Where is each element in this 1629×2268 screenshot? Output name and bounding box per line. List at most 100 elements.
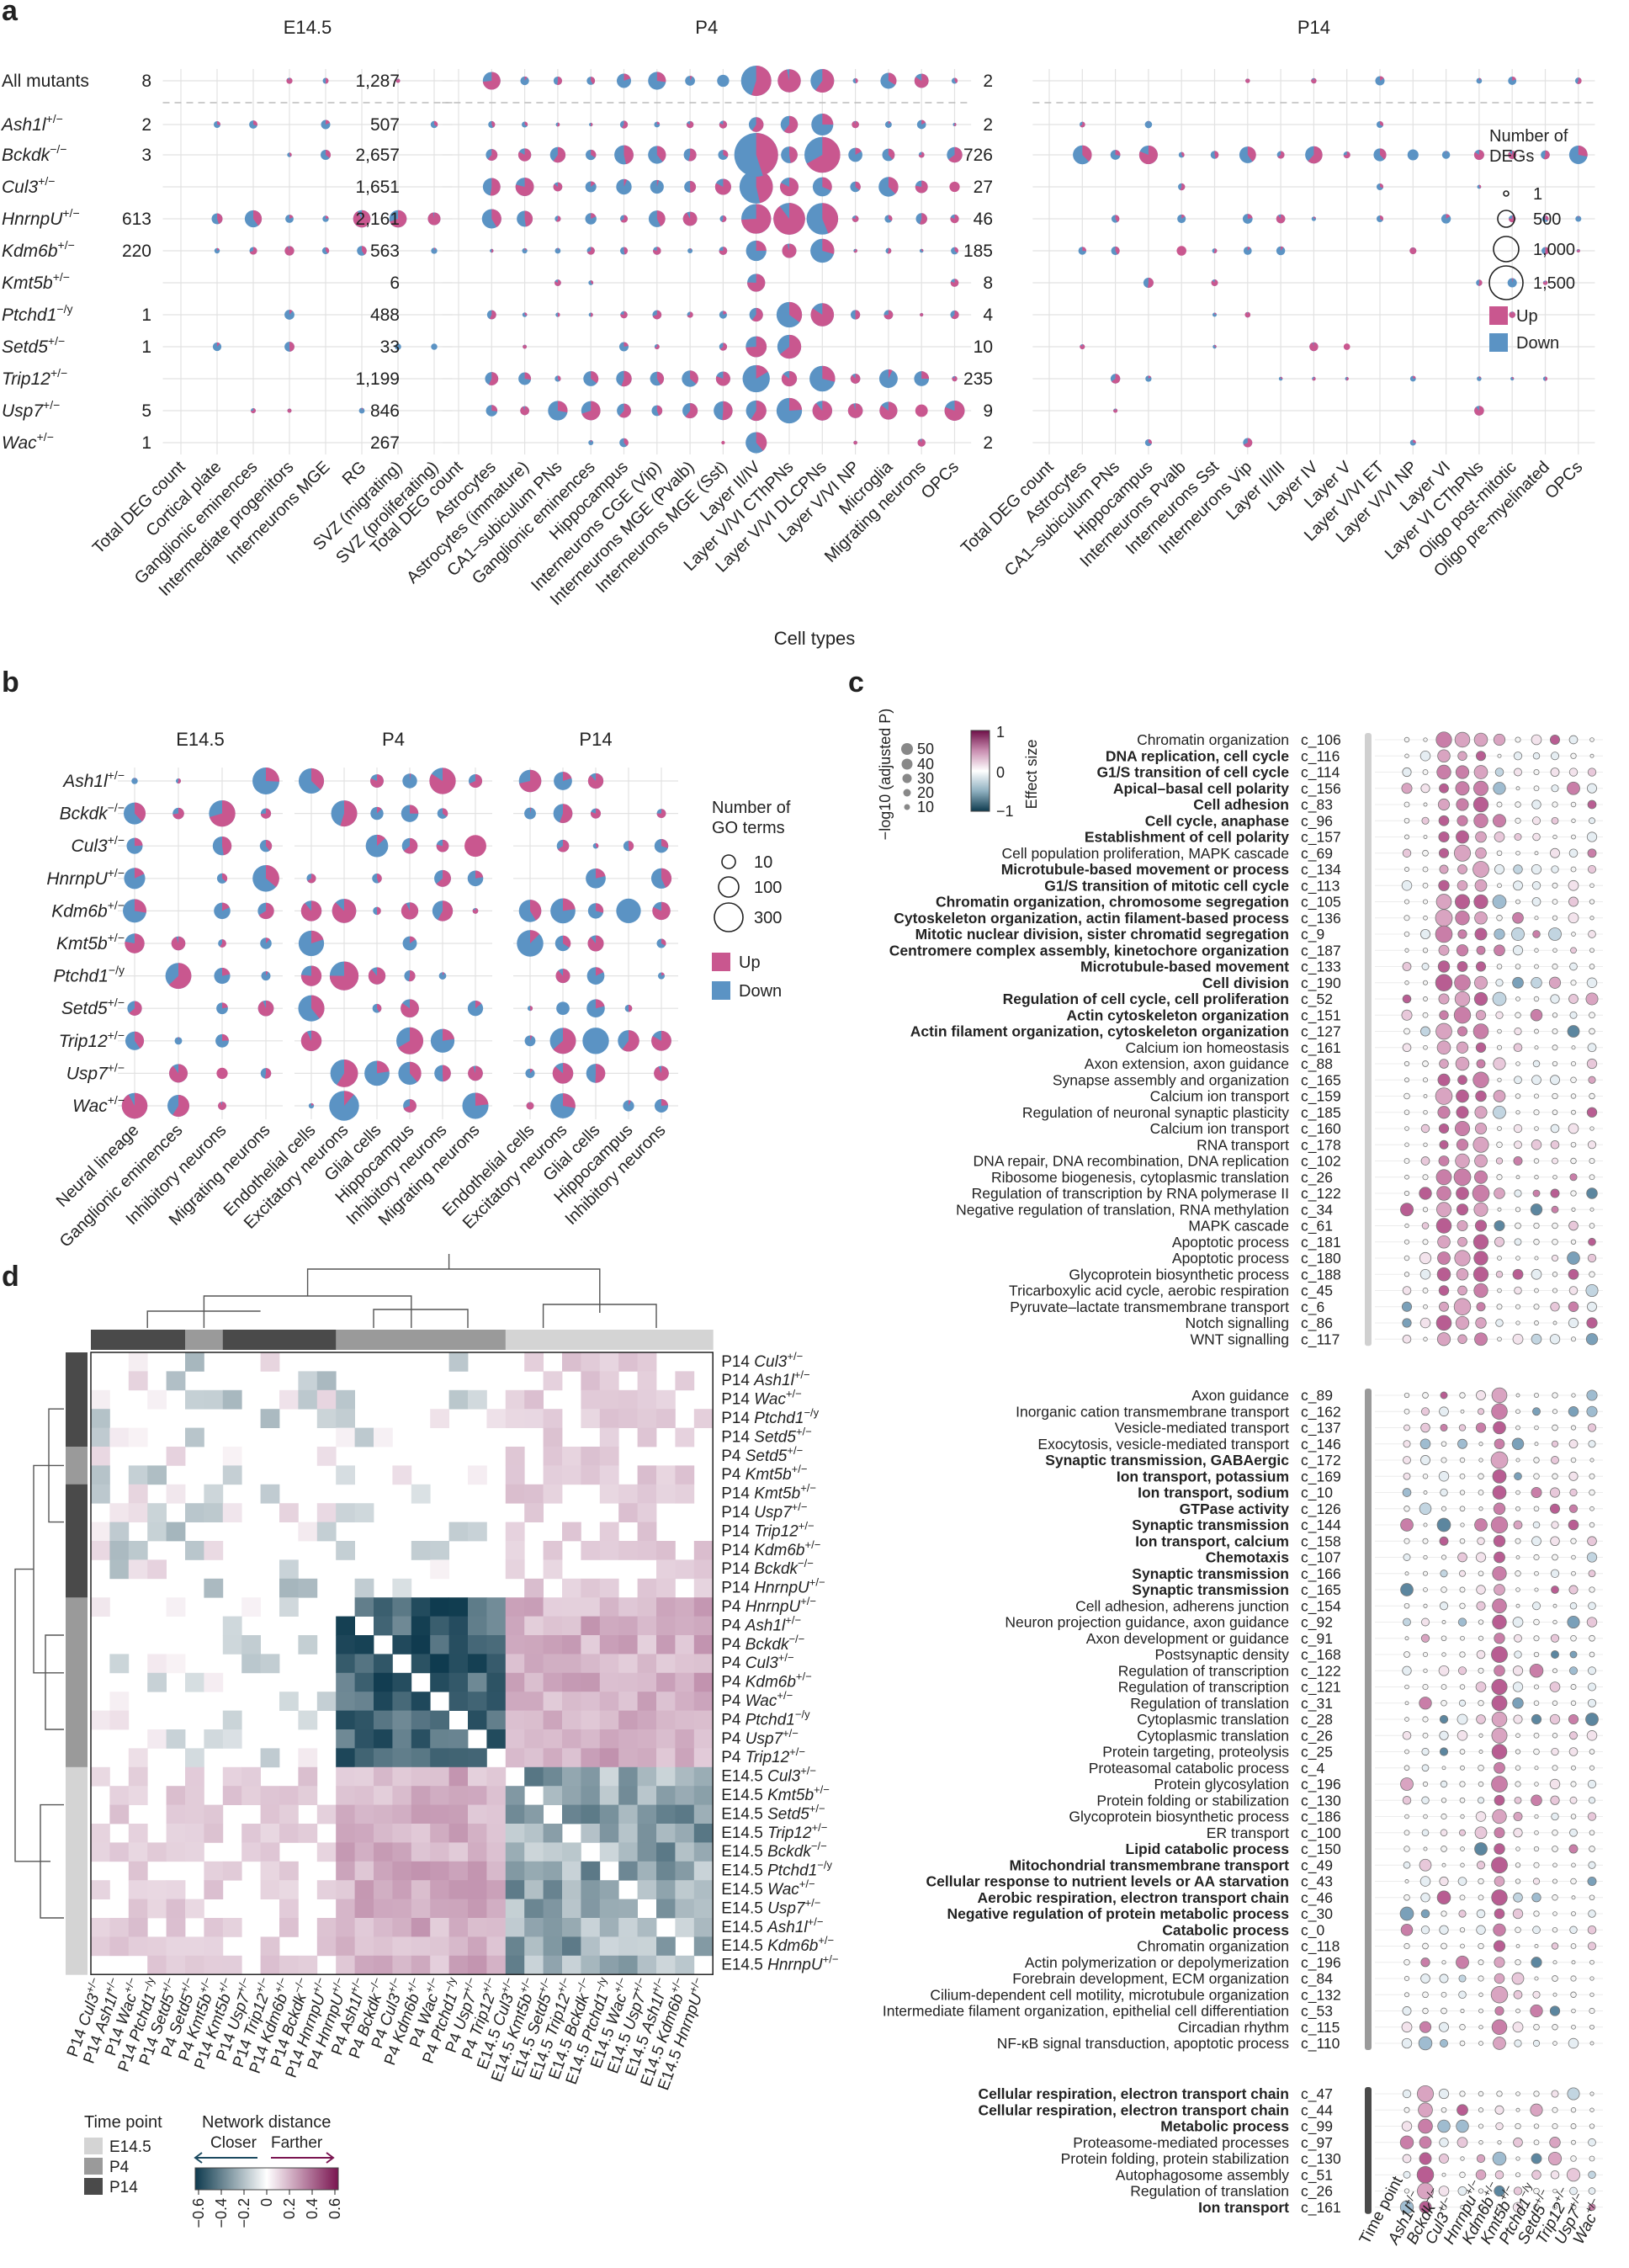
deg-bubble (1568, 146, 1588, 164)
go-bubble (300, 1030, 322, 1051)
effect-dot (1515, 1175, 1520, 1180)
genotype-superscript: +/− (787, 1444, 803, 1457)
up-slice (520, 406, 529, 416)
go-bubble (368, 967, 386, 985)
heatmap-cell (448, 1389, 469, 1410)
effect-dot (1515, 1603, 1520, 1608)
cluster-id: c_186 (1301, 1809, 1341, 1826)
heatmap-cell (486, 1766, 507, 1787)
effect-dot (1403, 1060, 1410, 1067)
heatmap-cell (430, 1729, 449, 1749)
go-bubble (467, 870, 484, 887)
up-slice (651, 1030, 671, 1051)
effect-dot (1472, 796, 1489, 813)
heatmap-cell (336, 1729, 355, 1749)
heatmap-cell (91, 1918, 110, 1937)
heatmap-cell (374, 1692, 393, 1711)
effect-dot (1457, 2104, 1468, 2117)
heatmap-cell (448, 1804, 469, 1824)
up-slice (135, 868, 145, 879)
deg-bubble (1276, 151, 1285, 159)
effect-dot (1404, 867, 1409, 872)
up-slice (475, 870, 484, 879)
up-slice (472, 908, 479, 914)
up-slice (554, 279, 561, 286)
effect-dot (1552, 1392, 1558, 1399)
effect-dot (1438, 1155, 1450, 1166)
effect-dot (1552, 915, 1558, 921)
effect-dot (1515, 1862, 1521, 1868)
effect-dot (1403, 2170, 1411, 2179)
heatmap-cell (392, 1936, 412, 1957)
deg-bubble (287, 408, 292, 413)
genotype-superscript: +/− (121, 1975, 139, 1994)
cluster-id: c_114 (1301, 764, 1340, 782)
heatmap-cell (392, 1804, 412, 1824)
heatmap-cell (392, 1616, 412, 1636)
effect-dot (1403, 1028, 1410, 1035)
effect-dot (1512, 1268, 1524, 1280)
up-slice (1277, 151, 1285, 159)
heatmap-cell (656, 1616, 676, 1636)
effect-dot (1513, 1156, 1523, 1166)
pvalue-legend-dot (904, 804, 910, 810)
effect-dot (1419, 1269, 1431, 1280)
up-slice (921, 120, 926, 125)
effect-dot (1531, 1486, 1542, 1499)
deg-bubble (782, 243, 797, 258)
heatmap-cell (128, 1484, 148, 1504)
up-slice (1413, 439, 1416, 444)
effect-dot (1568, 1123, 1579, 1134)
go-bubble (550, 1093, 576, 1118)
up-slice (686, 120, 694, 129)
up-slice (311, 930, 324, 943)
effect-dot (1456, 1203, 1469, 1216)
row-timepoint-bar (66, 1824, 88, 1843)
effect-dot (1515, 1926, 1521, 1933)
cluster-id: c_126 (1301, 1500, 1341, 1518)
cluster-id: c_122 (1301, 1185, 1341, 1203)
heatmap-cell (599, 1484, 619, 1504)
timepoint-swatch (84, 2158, 103, 2175)
go-bubble (171, 936, 186, 951)
cluster-id: c_102 (1301, 1153, 1341, 1171)
timepoint: E14.5 (721, 1881, 767, 1899)
effect-dot (1552, 1060, 1558, 1067)
heatmap-cell (128, 1880, 148, 1899)
effect-dot (1402, 1043, 1412, 1053)
effect-dot (1534, 1045, 1539, 1050)
heatmap-cell (618, 1842, 638, 1862)
deg-count: 563 (370, 242, 400, 261)
up-slice (948, 146, 963, 163)
heatmap-cell (693, 1541, 714, 1560)
gene-name: Usp7 (2, 401, 44, 421)
heatmap-cell (411, 1936, 431, 1957)
heatmap-cell (637, 1597, 657, 1617)
effect-dot (1533, 1457, 1540, 1463)
effect-dot (1439, 2138, 1449, 2148)
effect-dot (1570, 2107, 1577, 2113)
up-slice (1214, 344, 1217, 348)
deg-bubble (1113, 408, 1118, 413)
effect-dot (1458, 1990, 1467, 2000)
panel-a-letter: a (2, 0, 19, 27)
effect-dot (1404, 1077, 1409, 1083)
go-bubble (549, 1028, 576, 1054)
up-slice (751, 117, 764, 132)
effect-dot (1531, 1893, 1541, 1903)
up-slice (443, 972, 445, 976)
go-bubble (623, 841, 634, 852)
heatmap-cell (675, 1465, 695, 1485)
up-slice (1276, 214, 1286, 224)
deg-bubble (617, 403, 631, 418)
heatmap-cell (599, 1710, 619, 1730)
heatmap-cell (448, 1729, 469, 1749)
effect-dot (1440, 2039, 1448, 2048)
effect-dot (1569, 1488, 1578, 1497)
effect-dot (1586, 1187, 1598, 1199)
go-bubble (212, 837, 232, 856)
up-slice (552, 1063, 574, 1084)
heatmap-cell (581, 1352, 601, 1372)
effect-dot (1551, 1747, 1559, 1756)
